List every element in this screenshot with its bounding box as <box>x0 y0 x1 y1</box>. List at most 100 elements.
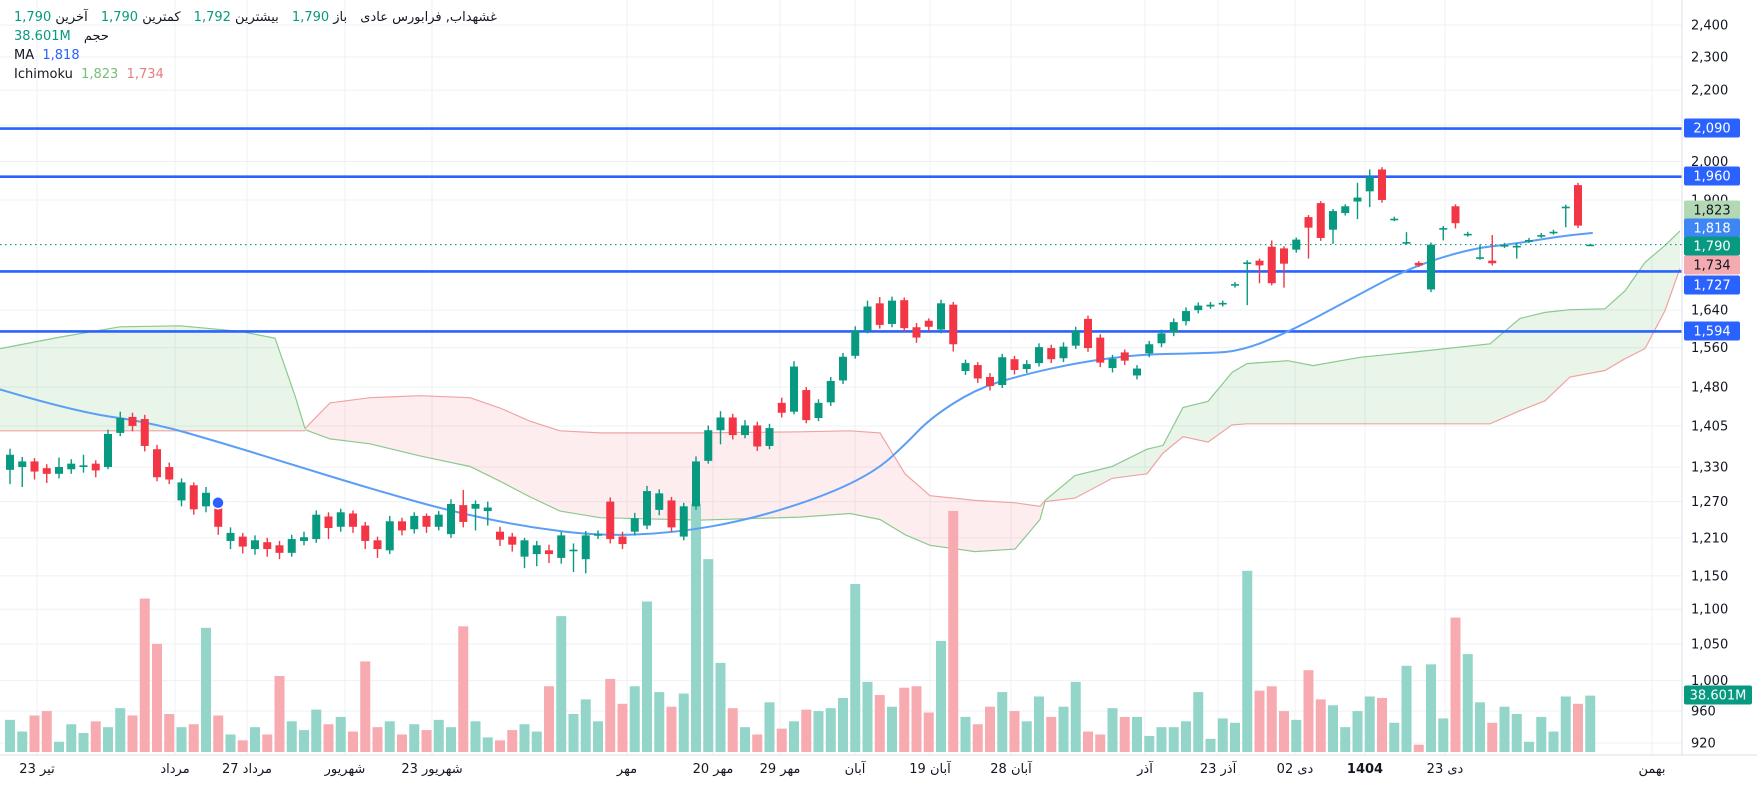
price-tick-label: 2,000 <box>1691 155 1728 170</box>
candle-body <box>312 514 321 540</box>
volume-bar <box>556 616 567 752</box>
candle-body <box>202 492 210 507</box>
price-tag <box>1684 275 1740 295</box>
symbol-ohlc-row[interactable]: غشهداب, فرابورس عادی باز 1,790 بیشترین 1… <box>14 8 497 27</box>
candle-body <box>826 380 835 403</box>
volume-bar <box>642 601 652 752</box>
cloud-pink-fill <box>305 395 1045 552</box>
price-tick-label: 1,480 <box>1691 381 1728 396</box>
candle-body <box>875 303 884 325</box>
event-marker-dot[interactable] <box>211 496 225 510</box>
price-tick-label: 2,300 <box>1691 50 1728 65</box>
volume-bar <box>654 692 665 752</box>
candle-body <box>1120 352 1129 361</box>
price-tick-label: 1,560 <box>1691 341 1728 356</box>
volume-bar <box>421 730 432 752</box>
time-tick-label: 23 شهریور <box>401 762 462 777</box>
candle-body <box>728 417 737 436</box>
candle-body <box>1463 233 1472 236</box>
candle-body <box>1292 239 1301 250</box>
horizontal-price-lines[interactable] <box>0 127 1682 333</box>
volume-bar <box>1009 711 1020 752</box>
candles-series <box>6 167 1595 574</box>
volume-bar <box>201 627 211 752</box>
price-tick-label: 1,050 <box>1691 638 1728 653</box>
volume-bar <box>715 662 726 752</box>
volume-bar <box>617 703 628 752</box>
volume-indicator-row[interactable]: حجم 38.601M <box>14 27 497 46</box>
ichimoku-indicator-row[interactable]: Ichimoku 1,823 1,734 <box>14 65 497 84</box>
candle-body <box>385 521 394 551</box>
price-tick-label: 1,270 <box>1691 495 1728 510</box>
candle-body <box>1512 245 1521 248</box>
ma-value: 1,818 <box>42 48 80 63</box>
volume-bar <box>286 721 297 752</box>
candle-body <box>361 525 370 541</box>
price-tag-label: 1,823 <box>1693 204 1730 219</box>
candle-body <box>973 365 982 379</box>
candle-body <box>1574 185 1582 226</box>
volume-bar <box>1046 716 1057 752</box>
volume-bar <box>323 724 334 752</box>
volume-bar <box>1021 721 1032 752</box>
candle-body <box>581 535 590 560</box>
volume-bar <box>274 676 285 752</box>
candle-body <box>128 416 137 426</box>
volume-bar <box>1230 722 1240 752</box>
candle-body <box>1157 333 1166 344</box>
volume-bar <box>335 716 346 752</box>
open-value: 1,790 <box>291 10 330 25</box>
price-axis-ticks[interactable]: 2,4002,3002,2002,1002,0001,9001,6401,560… <box>1691 19 1728 752</box>
volume-bar <box>997 692 1008 752</box>
candle-body <box>410 515 419 530</box>
volume-bar <box>1352 711 1363 752</box>
volume-bar <box>1438 718 1449 752</box>
price-tag-label: 1,594 <box>1693 325 1730 340</box>
price-tick-label: 2,200 <box>1691 84 1728 99</box>
open-label: باز <box>333 10 348 25</box>
candle-body <box>1586 244 1595 247</box>
senkou-line <box>304 395 1046 507</box>
time-axis-labels[interactable]: 23 تیر مرداد 27 مرداد شهریور 23 شهریور مهر 20 … <box>19 760 1665 777</box>
candle-body <box>496 531 504 540</box>
candle-body <box>1414 262 1423 266</box>
ichimoku-senkou-a-value: 1,823 <box>81 67 119 82</box>
price-tick-label: 1,100 <box>1691 603 1728 618</box>
candle-body <box>1010 359 1019 371</box>
candle-body <box>189 485 198 510</box>
volume-bar <box>1328 705 1338 752</box>
time-tick-label: 1404 <box>1347 762 1383 777</box>
volume-bar <box>1462 654 1473 752</box>
candle-body <box>1194 305 1203 311</box>
candle-body <box>1145 344 1154 354</box>
candle-body <box>336 512 345 527</box>
volume-bar <box>789 721 799 752</box>
volume-bar <box>776 728 787 752</box>
price-tag-label: 1,790 <box>1693 240 1730 255</box>
ma-indicator-row[interactable]: MA 1,818 <box>14 46 497 65</box>
candle-body <box>1525 240 1533 242</box>
volume-bar <box>41 711 52 752</box>
volume-bar <box>666 706 677 752</box>
candle-body <box>618 536 627 545</box>
candle-body <box>851 330 860 356</box>
candle-body <box>839 356 847 381</box>
volume-bar <box>1389 722 1400 752</box>
volume-bar <box>1266 686 1277 752</box>
time-tick-label: مهر <box>616 762 637 777</box>
volume-bar <box>764 702 775 752</box>
candle-body <box>765 428 774 446</box>
time-axis-panel[interactable] <box>0 755 1757 790</box>
candle-body <box>606 501 615 540</box>
volume-bar <box>862 681 873 752</box>
volume-bar <box>1242 570 1253 752</box>
candle-body <box>177 482 186 501</box>
ma-line <box>0 232 1593 536</box>
candle-body <box>251 540 259 550</box>
volume-bar <box>740 727 750 752</box>
senkou-line <box>0 325 306 429</box>
volume-bar <box>1217 718 1228 752</box>
price-tag-label: 1,734 <box>1693 259 1730 274</box>
